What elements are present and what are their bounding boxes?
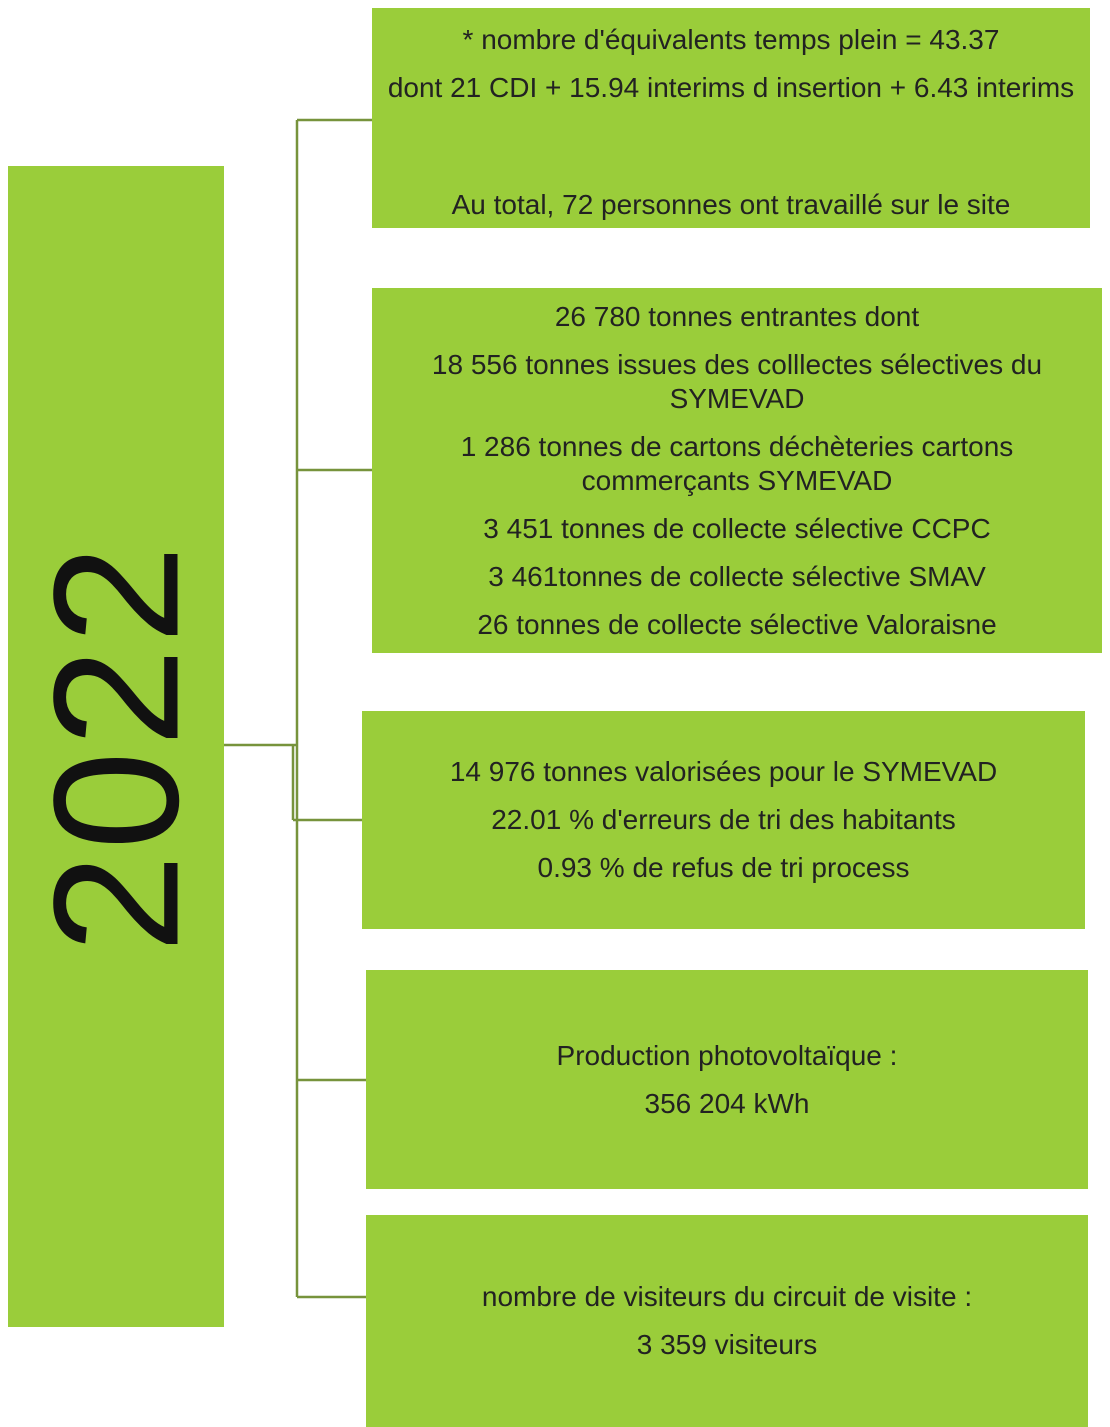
box-line: 3 359 visiteurs <box>636 1329 818 1360</box>
box-line: 14 976 tonnes valorisées pour le SYMEVAD <box>449 756 998 787</box>
box-line: 22.01 % d'erreurs de tri des habitants <box>491 804 956 835</box>
year-box: 2022 <box>8 166 224 1327</box>
box-line: Production photovoltaïque : <box>556 1039 898 1071</box>
box-line: 1 286 tonnes de cartons déchèteries cart… <box>460 430 1014 496</box>
box-line: 26 tonnes de collecte sélective Valorais… <box>477 608 997 640</box>
box-line: dont 21 CDI + 15.94 interims d insertion… <box>387 72 1075 103</box>
box-line: 0.93 % de refus de tri process <box>537 852 910 883</box>
box-line: * nombre d'équivalents temps plein = 43.… <box>462 24 1000 55</box>
box-line: nombre de visiteurs du circuit de visite… <box>481 1281 973 1312</box>
info-box: 14 976 tonnes valorisées pour le SYMEVAD… <box>362 711 1085 929</box>
year: 2022 <box>16 540 216 953</box>
info-box: Production photovoltaïque : 356 204 kWh <box>366 970 1088 1189</box>
box-line: 356 204 kWh <box>644 1087 810 1119</box>
box-line: 3 461tonnes de collecte sélective SMAV <box>488 560 986 592</box>
info-box: 26 780 tonnes entrantes dont 18 556 tonne… <box>372 288 1102 653</box>
info-box: nombre de visiteurs du circuit de visite… <box>366 1215 1088 1427</box>
box-line: 26 780 tonnes entrantes dont <box>554 300 920 332</box>
info-box: * nombre d'équivalents temps plein = 43.… <box>372 8 1090 228</box>
box-line: 3 451 tonnes de collecte sélective CCPC <box>483 512 991 544</box>
box-line: 18 556 tonnes issues des colllectes séle… <box>431 348 1043 414</box>
box-line: Au total, 72 personnes ont travaillé sur… <box>451 189 1011 220</box>
